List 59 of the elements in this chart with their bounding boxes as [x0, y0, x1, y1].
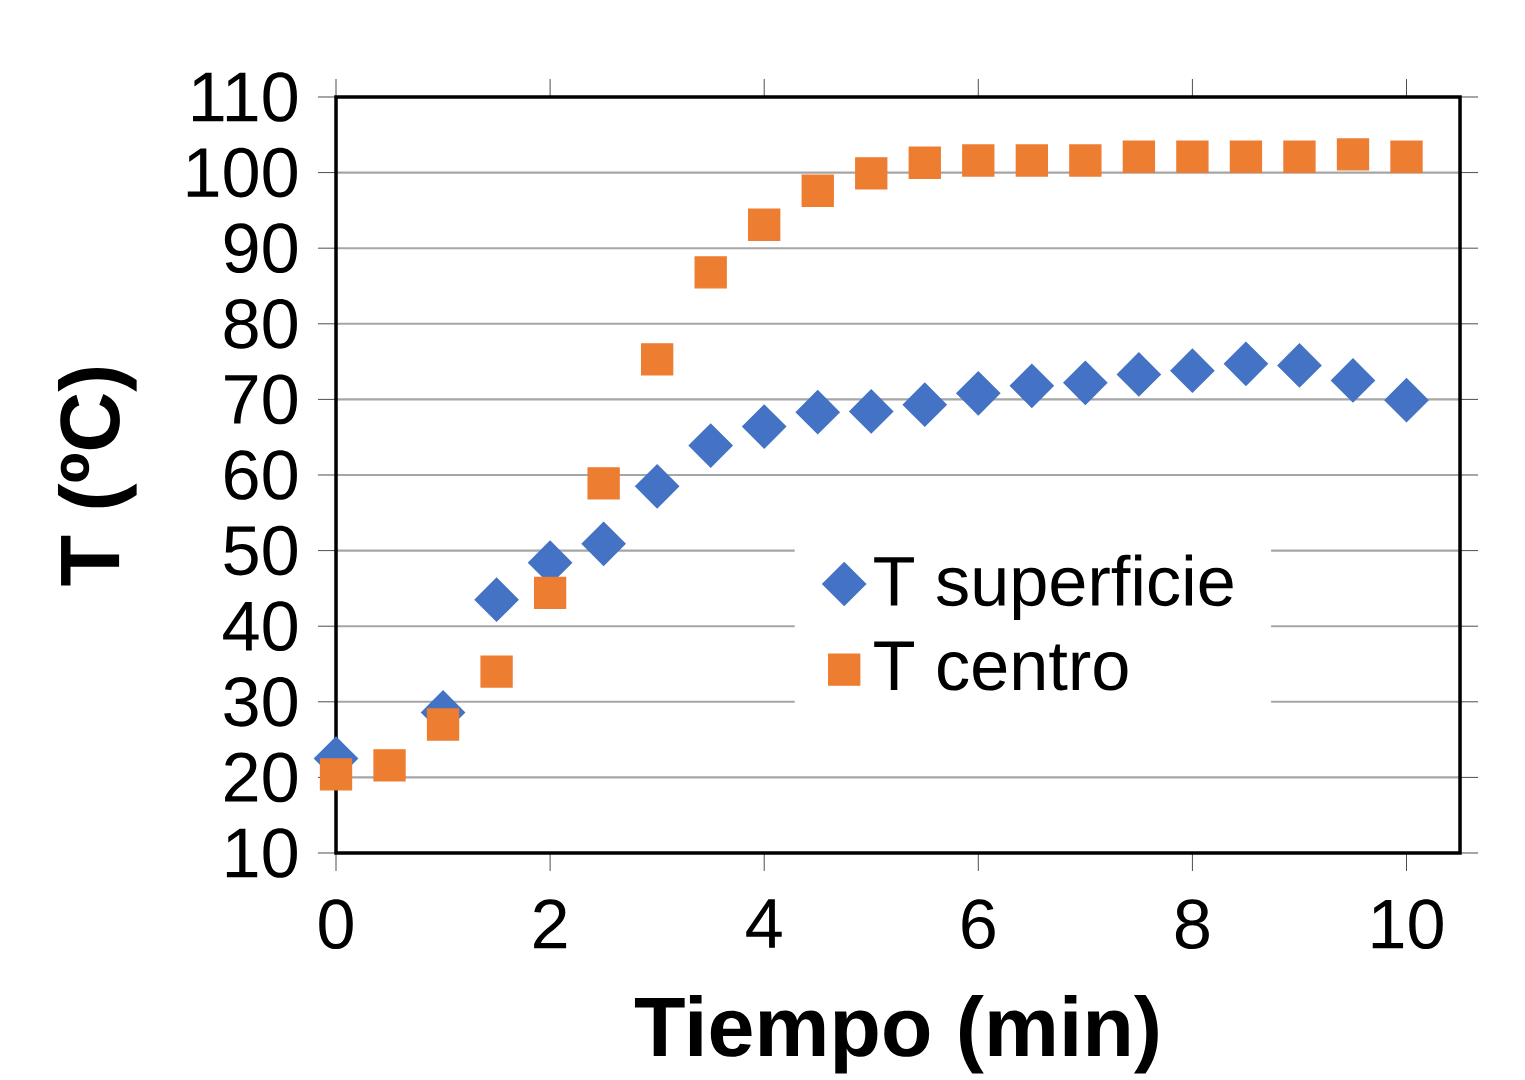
- legend-label: T centro: [874, 641, 1128, 691]
- point: [1176, 140, 1209, 173]
- point: [373, 749, 406, 782]
- legend-label: T superficie: [874, 554, 1233, 621]
- point: [748, 208, 781, 241]
- point: [319, 758, 353, 791]
- point: [635, 464, 680, 509]
- x-tick-label: 10: [1372, 899, 1443, 950]
- point: [1229, 140, 1263, 173]
- point: [1116, 352, 1161, 397]
- point: [474, 577, 519, 622]
- y-tick-label: 110: [193, 72, 297, 122]
- point: [1277, 343, 1322, 388]
- point: [1009, 363, 1054, 408]
- x-tick-label: 8: [1175, 899, 1209, 950]
- y-tick-label: 100: [187, 147, 297, 198]
- point: [426, 708, 460, 741]
- point: [688, 423, 733, 468]
- point: [742, 404, 787, 449]
- x-axis-title: Tiempo (min): [634, 994, 1158, 1074]
- point: [801, 174, 834, 207]
- point: [587, 467, 620, 500]
- point: [640, 343, 674, 376]
- y-tick-label: 80: [224, 298, 297, 349]
- point: [1015, 144, 1048, 177]
- point: [1336, 138, 1370, 171]
- point: [480, 655, 513, 688]
- point: [795, 390, 840, 435]
- y-axis-title: T (ºC): [57, 367, 137, 586]
- point: [1330, 358, 1376, 403]
- point: [694, 256, 727, 289]
- point: [1069, 144, 1102, 177]
- point: [902, 382, 947, 427]
- x-tick-label: 6: [962, 899, 995, 950]
- x-tick-label: 4: [746, 899, 782, 948]
- point: [1384, 378, 1429, 423]
- y-tick-label: 60: [225, 450, 297, 500]
- point: [1170, 348, 1215, 393]
- point: [533, 576, 567, 610]
- point: [956, 371, 1001, 416]
- point: [581, 521, 626, 566]
- point: [1390, 140, 1423, 173]
- point: [1063, 360, 1108, 405]
- point: [962, 144, 995, 177]
- point: [1122, 140, 1156, 173]
- x-tick-label: 2: [534, 899, 567, 949]
- y-tick-label: 10: [226, 828, 297, 878]
- y-tick-label: 70: [225, 374, 297, 425]
- y-tick-label: 30: [224, 676, 297, 727]
- point: [849, 389, 894, 434]
- point: [1223, 341, 1269, 386]
- point: [1283, 140, 1316, 173]
- y-tick-label: 40: [223, 601, 297, 652]
- y-tick-label: 90: [224, 223, 297, 274]
- point: [908, 146, 941, 179]
- y-tick-label: 50: [224, 525, 297, 576]
- point: [855, 157, 888, 190]
- x-tick-label: 0: [319, 899, 353, 950]
- y-tick-label: 20: [225, 752, 297, 803]
